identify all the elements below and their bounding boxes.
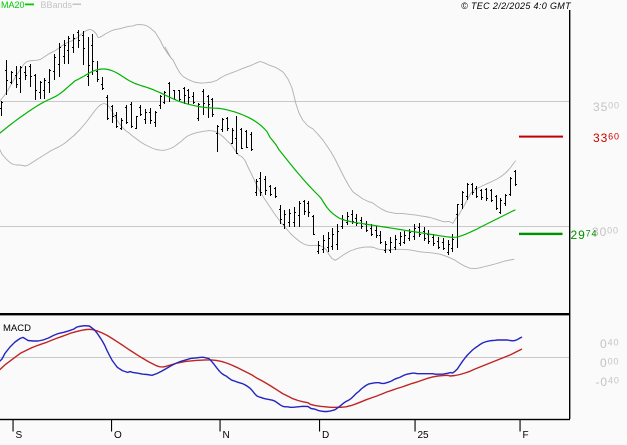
svg-text:N: N xyxy=(223,430,230,440)
svg-text:BBands: BBands xyxy=(41,0,73,10)
svg-text:MACD: MACD xyxy=(3,323,31,334)
svg-text:O: O xyxy=(114,430,122,440)
svg-text:© TEC 2/2/2025 4:0 GMT: © TEC 2/2/2025 4:0 GMT xyxy=(461,1,572,11)
svg-text:S: S xyxy=(16,430,23,440)
svg-text:F: F xyxy=(523,430,529,440)
svg-text:25: 25 xyxy=(418,430,430,440)
svg-text:D: D xyxy=(322,430,329,440)
svg-text:MA20: MA20 xyxy=(1,0,25,10)
